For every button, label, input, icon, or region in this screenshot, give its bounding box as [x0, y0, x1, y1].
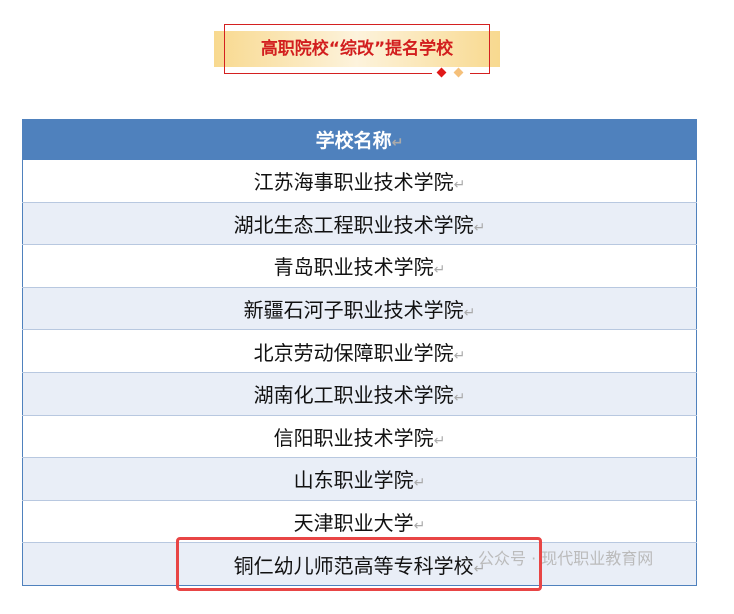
return-mark-icon: ↵: [453, 347, 466, 364]
table-row: 湖南化工职业技术学院↵: [22, 371, 697, 416]
table-row: 北京劳动保障职业学院↵: [22, 329, 697, 373]
return-mark-icon: ↵: [433, 262, 446, 279]
table-row: 湖北生态工程职业技术学院↵: [22, 201, 697, 245]
table-header: 学校名称↵: [22, 119, 697, 160]
return-mark-icon: ↵: [463, 305, 476, 322]
table-row: 江苏海事职业技术学院↵: [22, 159, 697, 203]
banner-frame: [224, 24, 490, 74]
school-name: 青岛职业技术学院: [273, 255, 434, 280]
page-title: 高职院校“综改”提名学校: [260, 39, 454, 59]
school-name-cell: 湖南化工职业技术学院↵: [22, 371, 697, 416]
school-name-cell: 江苏海事职业技术学院↵: [22, 159, 697, 203]
school-name: 北京劳动保障职业学院: [253, 340, 454, 365]
school-name-cell: 山东职业学院↵: [22, 457, 697, 501]
watermark: 公众号 · 现代职业教育网: [478, 549, 654, 568]
school-name: 信阳职业技术学院: [273, 425, 434, 450]
school-name: 江苏海事职业技术学院: [253, 170, 454, 195]
return-mark-icon: ↵: [473, 219, 486, 236]
return-mark-icon: ↵: [413, 518, 426, 535]
table-row: 山东职业学院↵: [22, 457, 697, 501]
return-mark-icon: ↵: [453, 177, 466, 194]
return-mark-icon: ↵: [391, 135, 404, 151]
table-row: 青岛职业技术学院↵: [22, 244, 697, 288]
school-name: 山东职业学院: [293, 468, 414, 493]
school-name: 铜仁幼儿师范高等专科学校: [233, 553, 474, 578]
school-name: 湖南化工职业技术学院: [253, 383, 454, 408]
return-mark-icon: ↵: [473, 560, 486, 577]
school-table: 学校名称↵ 江苏海事职业技术学院↵ 湖北生态工程职业技术学院↵ 青岛职业技术学院↵ 新…: [22, 119, 697, 586]
return-mark-icon: ↵: [453, 390, 466, 407]
table-row: 铜仁幼儿师范高等专科学校↵: [22, 542, 697, 586]
return-mark-icon: ↵: [413, 475, 426, 492]
title-banner: [214, 31, 500, 67]
school-name-cell: 铜仁幼儿师范高等专科学校↵: [22, 542, 697, 586]
school-name-cell: 北京劳动保障职业学院↵: [22, 329, 697, 373]
table-row: 信阳职业技术学院↵: [22, 414, 697, 458]
frame-gap: [432, 68, 470, 78]
school-name-cell: 新疆石河子职业技术学院↵: [22, 286, 697, 330]
school-name-cell: 青岛职业技术学院↵: [22, 244, 697, 288]
table-row: 天津职业大学↵: [22, 499, 697, 543]
school-name: 天津职业大学: [293, 511, 414, 536]
highlight-box: [176, 537, 542, 591]
table-row: 新疆石河子职业技术学院↵: [22, 286, 697, 330]
return-mark-icon: ↵: [433, 432, 446, 449]
school-name-cell: 天津职业大学↵: [22, 499, 697, 543]
school-name-cell: 湖北生态工程职业技术学院↵: [22, 201, 697, 245]
school-name: 新疆石河子职业技术学院: [243, 298, 464, 323]
school-name-cell: 信阳职业技术学院↵: [22, 414, 697, 458]
school-name: 湖北生态工程职业技术学院: [233, 212, 474, 237]
